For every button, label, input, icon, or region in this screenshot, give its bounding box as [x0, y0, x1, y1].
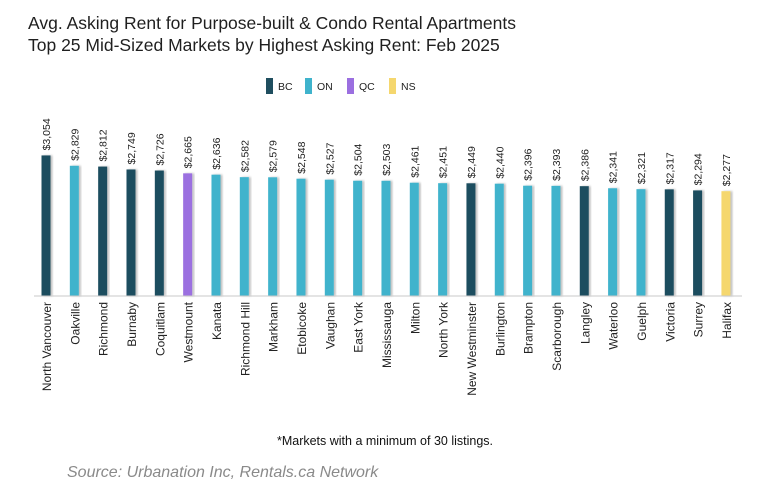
bar-value-label: $2,341 — [608, 151, 620, 183]
x-tick-label: Kanata — [210, 302, 224, 340]
x-tick-label: North Vancouver — [40, 302, 54, 391]
bar-value-label: $2,503 — [381, 144, 393, 176]
bar-value-label: $2,294 — [693, 153, 705, 185]
x-tick-label: Halifax — [720, 302, 734, 339]
bar-value-label: $2,396 — [523, 148, 535, 180]
bar — [353, 180, 363, 296]
bar — [551, 185, 561, 296]
bar-value-label: $3,054 — [41, 118, 53, 150]
x-tick-label: Burnaby — [125, 302, 139, 347]
bar — [693, 190, 703, 296]
bar — [126, 169, 136, 296]
bar — [69, 165, 79, 296]
bar-value-label: $2,449 — [466, 146, 478, 178]
bar-value-label: $2,582 — [239, 140, 251, 172]
chart-subtitle: Top 25 Mid-Sized Markets by Highest Aski… — [28, 35, 500, 55]
bar-series: $3,054 $2,829 $2,812 $2,749 $2,726 $2,665 $2,6… — [41, 118, 733, 296]
bar-value-label: $2,321 — [636, 152, 648, 184]
bar-value-label: $2,548 — [296, 141, 308, 173]
bar — [664, 189, 674, 296]
x-tick-label: Victoria — [663, 302, 677, 342]
bar-value-label: $2,440 — [494, 146, 506, 178]
legend-swatch-on — [305, 78, 312, 94]
x-tick-label: Etobicoke — [295, 302, 309, 355]
bar — [239, 177, 249, 296]
bar — [608, 188, 618, 296]
bar-value-label: $2,317 — [664, 152, 676, 184]
x-tick-label: Langley — [578, 302, 592, 344]
x-tick-label: Oakville — [68, 302, 82, 345]
bar — [409, 182, 419, 296]
x-tick-label: Brampton — [522, 302, 536, 354]
bar-value-label: $2,393 — [551, 149, 563, 181]
bar — [183, 173, 193, 296]
chart-legend: BC ON QC NS — [266, 78, 416, 94]
source-text: Source: Urbanation Inc, Rentals.ca Netwo… — [67, 464, 379, 481]
bar — [494, 183, 504, 296]
bar — [41, 155, 51, 296]
x-tick-label: East York — [352, 301, 366, 353]
bar — [324, 179, 334, 296]
legend-swatch-bc — [266, 78, 273, 94]
x-tick-label: Vaughan — [323, 302, 337, 349]
bar-value-label: $2,386 — [579, 149, 591, 181]
bar — [721, 191, 731, 296]
x-tick-label: Burlington — [493, 302, 507, 356]
legend-swatch-qc — [347, 78, 354, 94]
x-tick-label: Surrey — [692, 302, 706, 337]
bar — [466, 183, 476, 296]
bar-value-label: $2,749 — [126, 132, 138, 164]
bar-value-label: $2,527 — [324, 142, 336, 174]
bar — [636, 189, 646, 296]
bar-value-label: $2,461 — [409, 145, 421, 177]
legend-label-ns: NS — [401, 81, 416, 93]
bar-value-label: $2,726 — [154, 133, 166, 165]
bar-value-label: $2,277 — [721, 154, 733, 186]
x-tick-label: Milton — [408, 302, 422, 334]
x-tick-label: Scarborough — [550, 302, 564, 371]
x-tick-label: Mississauga — [380, 302, 394, 368]
bar-value-label: $2,665 — [183, 136, 195, 168]
legend-label-on: ON — [317, 81, 333, 93]
legend-label-qc: QC — [359, 81, 375, 93]
bar-value-label: $2,812 — [98, 129, 110, 161]
chart-title: Avg. Asking Rent for Purpose-built & Con… — [28, 13, 517, 33]
bar-value-label: $2,636 — [211, 137, 223, 169]
bar — [98, 166, 108, 296]
bar-value-label: $2,504 — [353, 143, 365, 175]
bar — [296, 178, 306, 296]
bar — [523, 185, 533, 296]
bar-value-label: $2,451 — [438, 146, 450, 178]
x-tick-label: Coquitlam — [153, 302, 167, 356]
x-tick-label: Richmond — [97, 302, 111, 356]
bar — [438, 183, 448, 296]
bar — [268, 177, 278, 296]
x-tick-label: Richmond Hill — [238, 302, 252, 376]
x-tick-label: Westmount — [182, 301, 196, 362]
bar — [579, 186, 589, 296]
bar — [381, 180, 391, 296]
legend-label-bc: BC — [278, 81, 293, 93]
bar — [154, 170, 164, 296]
footnote: *Markets with a minimum of 30 listings. — [276, 434, 494, 448]
x-tick-label: Waterloo — [607, 302, 621, 350]
bar — [211, 174, 221, 296]
x-axis-labels: North Vancouver Oakville Richmond Burnaby Co… — [40, 301, 734, 396]
legend-swatch-ns — [389, 78, 396, 94]
x-tick-label: North York — [437, 301, 451, 358]
bar-value-label: $2,829 — [69, 129, 81, 161]
x-tick-label: New Westminster — [465, 302, 479, 396]
bar-value-label: $2,579 — [268, 140, 280, 172]
x-tick-label: Guelph — [635, 302, 649, 341]
x-tick-label: Markham — [267, 302, 281, 352]
